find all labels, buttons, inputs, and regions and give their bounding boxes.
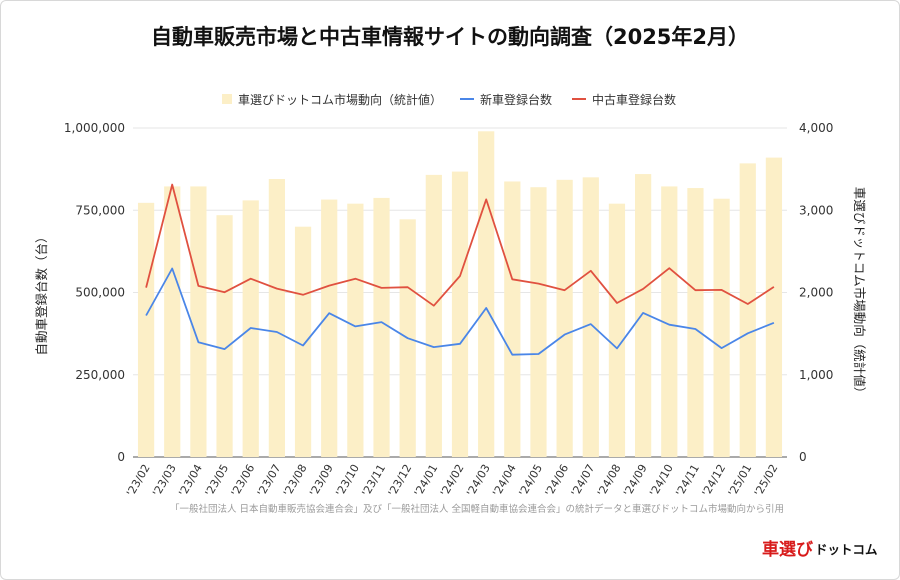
market-bar	[661, 186, 678, 457]
market-bar	[739, 163, 756, 457]
x-tick-label: '23/06	[229, 462, 258, 499]
market-bar	[713, 198, 730, 458]
left-tick-label: 750,000	[75, 203, 125, 217]
x-tick-label: '23/03	[150, 462, 179, 499]
left-axis-title: 自動車登録台数（台）	[34, 230, 49, 355]
legend-label-new-car: 新車登録台数	[480, 92, 552, 107]
used-car-line	[145, 183, 775, 307]
market-bar	[635, 174, 652, 457]
market-bar	[190, 186, 207, 457]
x-axis-ticks: '23/02'23/03'23/04'23/05'23/06'23/07'23/…	[124, 462, 780, 499]
right-tick-label: 3,000	[799, 203, 833, 217]
x-tick-label: '24/01	[412, 462, 441, 499]
market-bar	[765, 157, 783, 458]
x-tick-label: '24/02	[438, 462, 467, 499]
x-tick-label: '24/11	[673, 462, 702, 499]
x-tick-label: '25/01	[726, 462, 755, 499]
x-tick-label: '24/07	[569, 462, 598, 499]
x-tick-label: '24/04	[490, 462, 519, 499]
market-bar	[556, 179, 573, 457]
left-tick-label: 500,000	[75, 286, 125, 300]
x-tick-label: '24/12	[700, 462, 729, 499]
logo-sub-text: ドットコム	[815, 542, 878, 557]
chart-title: 自動車販売市場と中古車情報サイトの動向調査（2025年2月）	[151, 25, 749, 49]
market-bar	[504, 181, 521, 457]
market-bar	[347, 203, 364, 457]
new-car-line	[145, 267, 775, 356]
market-bar	[530, 187, 547, 457]
bar-series	[137, 131, 783, 458]
logo-main-text: 車選び	[762, 539, 813, 560]
market-bar	[137, 202, 155, 457]
market-bar	[451, 171, 469, 457]
x-tick-label: '25/02	[752, 462, 781, 499]
left-tick-label: 250,000	[75, 368, 125, 382]
left-tick-label: 1,000,000	[64, 121, 125, 135]
market-bar	[373, 197, 390, 457]
x-tick-label: '24/10	[647, 462, 676, 499]
legend-swatch-market	[222, 94, 232, 104]
x-tick-label: '23/04	[176, 462, 205, 499]
x-tick-label: '23/12	[386, 462, 415, 499]
x-tick-label: '23/09	[307, 462, 336, 499]
x-tick-label: '24/08	[595, 462, 624, 499]
x-tick-label: '23/07	[255, 462, 284, 499]
right-tick-label: 2,000	[799, 286, 833, 300]
x-tick-label: '24/09	[621, 462, 650, 499]
x-tick-label: '23/11	[359, 462, 388, 499]
x-tick-label: '23/02	[124, 462, 153, 499]
x-tick-label: '24/05	[516, 462, 545, 499]
left-tick-label: 0	[117, 450, 125, 464]
right-tick-label: 1,000	[799, 368, 833, 382]
market-bar	[582, 177, 599, 457]
market-bar	[425, 174, 442, 457]
market-bar	[478, 131, 495, 458]
right-axis-title: 車選びドットコム市場動向（統計値）	[852, 187, 867, 400]
right-tick-label: 0	[799, 450, 807, 464]
market-bar	[268, 178, 285, 457]
x-tick-label: '24/06	[543, 462, 572, 499]
legend-label-market: 車選びドットコム市場動向（統計値）	[238, 92, 442, 107]
source-note: 「一般社団法人 日本自動車販売協会連合会」及び「一般社団法人 全国軽自動車協会連…	[170, 503, 784, 515]
right-axis-ticks: 0 1,000 2,000 3,000 4,000	[799, 121, 833, 464]
market-bar	[164, 186, 181, 457]
x-tick-label: '23/05	[203, 462, 232, 499]
legend-label-used-car: 中古車登録台数	[592, 92, 676, 107]
market-bar	[687, 188, 704, 458]
x-tick-label: '23/08	[281, 462, 310, 499]
legend: 車選びドットコム市場動向（統計値） 新車登録台数 中古車登録台数	[222, 92, 676, 107]
market-bar	[608, 203, 626, 457]
right-tick-label: 4,000	[799, 121, 833, 135]
left-axis-ticks: 0 250,000 500,000 750,000 1,000,000	[64, 121, 125, 464]
market-bar	[216, 215, 233, 457]
x-tick-label: '23/10	[333, 462, 362, 499]
brand-logo: 車選び ドットコム	[762, 539, 878, 560]
market-bar	[321, 199, 338, 457]
market-bar	[294, 226, 312, 457]
x-tick-label: '24/03	[464, 462, 493, 499]
line-series	[145, 183, 775, 356]
